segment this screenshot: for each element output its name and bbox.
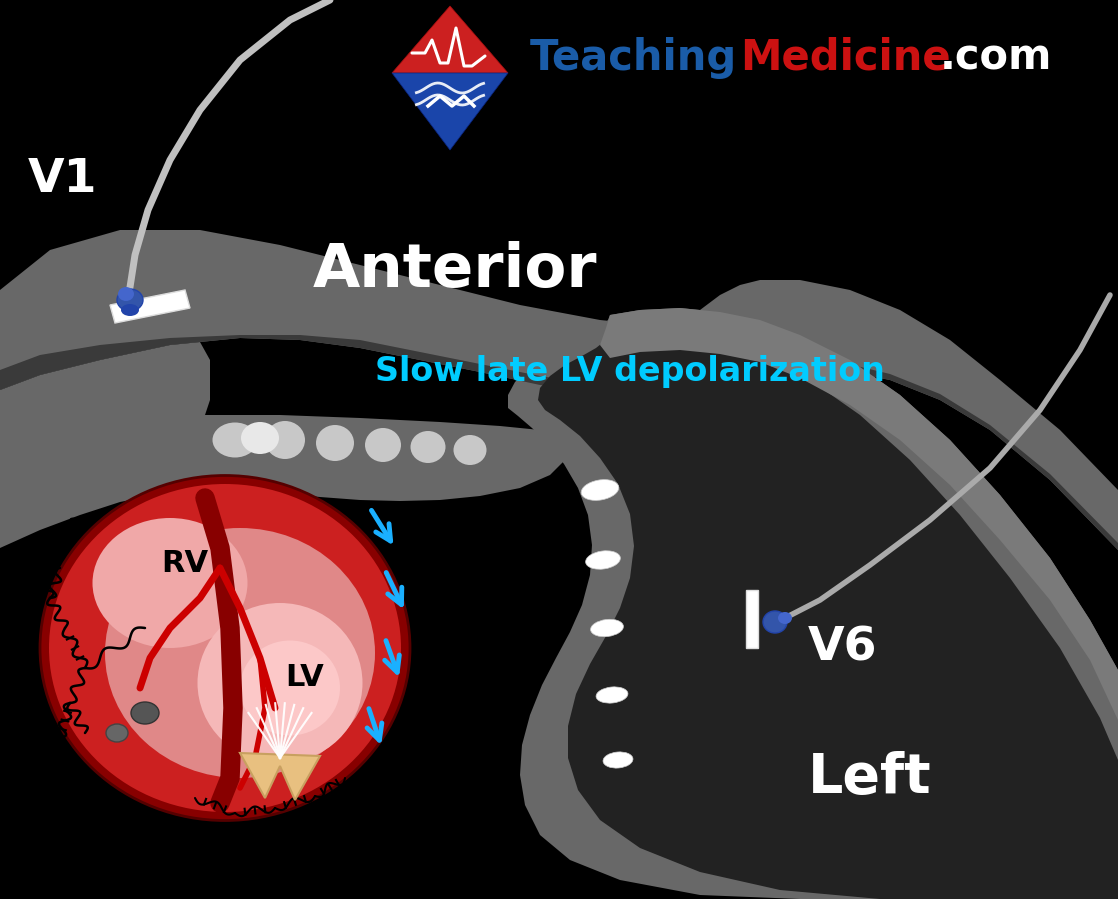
Polygon shape xyxy=(538,335,1118,899)
Ellipse shape xyxy=(364,428,401,462)
Ellipse shape xyxy=(93,518,247,648)
Polygon shape xyxy=(110,290,190,323)
Ellipse shape xyxy=(454,435,486,465)
Ellipse shape xyxy=(106,724,127,742)
Ellipse shape xyxy=(119,287,134,301)
Ellipse shape xyxy=(198,603,362,763)
Ellipse shape xyxy=(121,304,139,316)
Text: V1: V1 xyxy=(28,157,97,202)
Ellipse shape xyxy=(240,640,340,735)
Text: Left: Left xyxy=(808,751,931,805)
Ellipse shape xyxy=(212,423,257,458)
Polygon shape xyxy=(392,6,508,73)
FancyArrowPatch shape xyxy=(367,708,382,740)
Ellipse shape xyxy=(590,619,624,636)
Ellipse shape xyxy=(117,289,143,311)
Ellipse shape xyxy=(40,476,410,821)
Polygon shape xyxy=(392,73,508,150)
Polygon shape xyxy=(600,308,1118,720)
Text: Teaching: Teaching xyxy=(530,37,737,79)
Text: .com: .com xyxy=(940,37,1052,79)
Ellipse shape xyxy=(603,752,633,768)
Polygon shape xyxy=(508,308,1118,899)
Ellipse shape xyxy=(241,422,280,454)
Text: V6: V6 xyxy=(808,626,878,671)
Polygon shape xyxy=(240,753,320,800)
Text: Slow late LV depolarization: Slow late LV depolarization xyxy=(375,355,884,388)
Ellipse shape xyxy=(581,479,618,501)
FancyArrowPatch shape xyxy=(385,641,399,672)
Ellipse shape xyxy=(49,484,401,812)
Ellipse shape xyxy=(778,612,792,624)
Polygon shape xyxy=(0,342,210,507)
Ellipse shape xyxy=(410,431,445,463)
Text: LV: LV xyxy=(285,663,324,692)
Text: RV: RV xyxy=(161,548,209,577)
Polygon shape xyxy=(0,335,1118,550)
Ellipse shape xyxy=(596,687,628,703)
Ellipse shape xyxy=(762,611,787,633)
FancyArrowPatch shape xyxy=(386,573,401,605)
Polygon shape xyxy=(0,230,1118,550)
Text: Medicine: Medicine xyxy=(740,37,950,79)
Polygon shape xyxy=(746,590,758,648)
Ellipse shape xyxy=(265,421,305,459)
Ellipse shape xyxy=(131,702,159,724)
Ellipse shape xyxy=(586,551,620,569)
Ellipse shape xyxy=(105,528,375,778)
FancyArrowPatch shape xyxy=(371,511,390,541)
Ellipse shape xyxy=(316,425,354,461)
Polygon shape xyxy=(0,415,570,548)
Text: Anterior: Anterior xyxy=(313,241,597,299)
